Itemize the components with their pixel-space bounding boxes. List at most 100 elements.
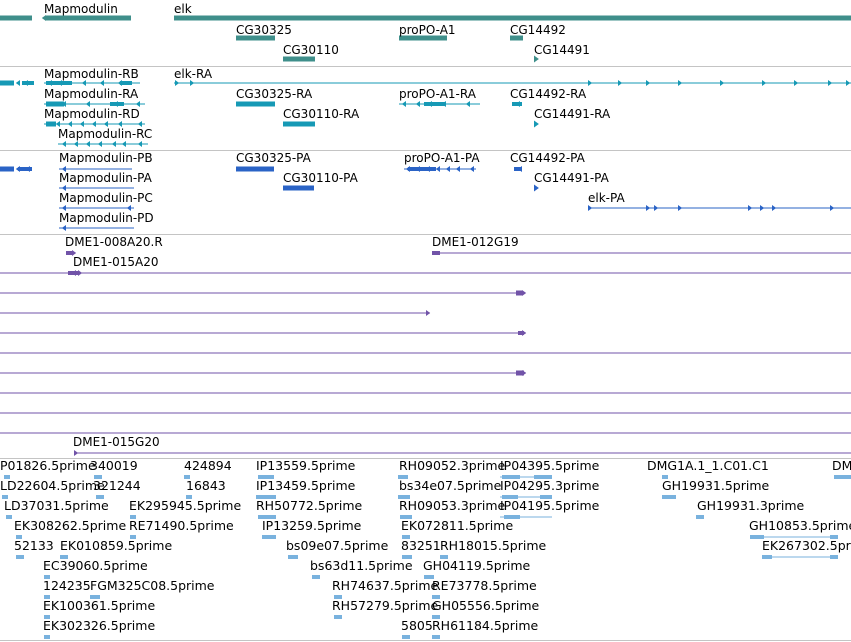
protein-label[interactable]: proPO-A1-PA: [404, 151, 480, 165]
est-label[interactable]: 124235: [43, 578, 91, 593]
est-label[interactable]: EC39060.5prime: [43, 558, 148, 573]
bac-label[interactable]: DME1-012G19: [432, 235, 519, 249]
est-label[interactable]: 424894: [184, 458, 232, 473]
protein-label[interactable]: Mapmodulin-PB: [59, 151, 153, 165]
est-label[interactable]: EK100361.5prime: [43, 598, 156, 613]
left-arrow-icon: [99, 80, 104, 86]
est-label[interactable]: IP04295.3prime: [500, 478, 600, 493]
est-label[interactable]: IP13559.5prime: [256, 458, 356, 473]
gene-label[interactable]: proPO-A1: [399, 23, 456, 37]
right-arrow-icon: [588, 80, 593, 86]
transcript-label[interactable]: Mapmodulin-RA: [44, 87, 139, 101]
est-label[interactable]: bs63d11.5prime: [310, 558, 413, 573]
est-label[interactable]: RH09053.3prime: [399, 498, 506, 513]
est-label[interactable]: 52133: [14, 538, 54, 553]
est-label[interactable]: EK295945.5prime: [129, 498, 242, 513]
est-label[interactable]: RH09052.3prime: [399, 458, 506, 473]
protein-label[interactable]: elk-PA: [588, 191, 625, 205]
est-label[interactable]: GH19931.5prime: [662, 478, 770, 493]
gene-label[interactable]: CG30110: [283, 43, 339, 57]
protein-label[interactable]: CG14491-PA: [534, 171, 609, 185]
left-arrow-icon: [91, 121, 96, 127]
est-label[interactable]: LD37031.5prime: [4, 498, 109, 513]
est-label[interactable]: P01826.5prime: [0, 458, 96, 473]
est-label[interactable]: EK010859.5prime: [60, 538, 173, 553]
transcript-label[interactable]: Mapmodulin-RD: [44, 107, 140, 121]
transcript-label[interactable]: elk-RA: [174, 67, 213, 81]
est-label[interactable]: EK308262.5prime: [14, 518, 127, 533]
bac-label[interactable]: DME1-008A20.R: [65, 235, 163, 249]
gene-block: [399, 35, 447, 41]
est-label[interactable]: RH74637.5prime: [332, 578, 439, 593]
est-label[interactable]: 83251: [401, 538, 441, 553]
left-arrow-icon: [126, 205, 131, 211]
est-label[interactable]: bs09e07.5prime: [286, 538, 389, 553]
transcript-label[interactable]: Mapmodulin-RB: [44, 67, 139, 81]
est-label[interactable]: 16843: [186, 478, 226, 493]
right-arrow-icon: [426, 310, 431, 316]
gene-label[interactable]: Mapmodulin: [44, 2, 118, 16]
right-arrow-icon: [74, 450, 79, 456]
protein-label[interactable]: CG14492-PA: [510, 151, 585, 165]
protein-label[interactable]: Mapmodulin-PA: [59, 171, 152, 185]
est-label[interactable]: RH18015.5prime: [440, 538, 547, 553]
est-label[interactable]: GH05556.5prime: [432, 598, 540, 613]
est-label[interactable]: EK072811.5prime: [401, 518, 514, 533]
gene-block: [236, 35, 275, 41]
gene-block: [283, 56, 315, 62]
est-label[interactable]: DMG1A.1_1.C01.C1: [647, 458, 769, 473]
est-label[interactable]: RH57279.5prime: [332, 598, 439, 613]
protein-label[interactable]: CG30325-PA: [236, 151, 311, 165]
left-arrow-icon: [61, 141, 66, 147]
feature-block: [516, 370, 524, 376]
bac-label[interactable]: DME1-015A20: [73, 255, 159, 269]
est-label[interactable]: 321244: [93, 478, 141, 493]
transcript-label[interactable]: proPO-A1-RA: [399, 87, 476, 101]
protein-label[interactable]: Mapmodulin-PC: [59, 191, 153, 205]
left-arrow-icon: [73, 141, 78, 147]
est-block: [432, 595, 440, 599]
transcript-label[interactable]: CG14492-RA: [510, 87, 587, 101]
protein-label[interactable]: CG30110-PA: [283, 171, 358, 185]
est-label[interactable]: FGM325C08.5prime: [90, 578, 215, 593]
gene-label[interactable]: CG14492: [510, 23, 566, 37]
est-label[interactable]: RH61184.5prime: [432, 618, 539, 633]
est-label[interactable]: GH10853.5prime: [749, 518, 851, 533]
est-label[interactable]: IP13459.5prime: [256, 478, 356, 493]
left-arrow-icon: [111, 141, 116, 147]
est-label[interactable]: GH19931.3prime: [697, 498, 805, 513]
est-label[interactable]: IP04395.5prime: [500, 458, 600, 473]
gene-label[interactable]: CG30325: [236, 23, 292, 37]
right-arrow-icon: [522, 370, 527, 376]
est-label[interactable]: 5805: [401, 618, 433, 633]
est-label[interactable]: LD22604.5prime: [0, 478, 105, 493]
est-label[interactable]: RE71490.5prime: [129, 518, 234, 533]
est-label[interactable]: bs34e07.5prime: [399, 478, 502, 493]
right-arrow-icon: [760, 205, 765, 211]
transcript-label[interactable]: CG30325-RA: [236, 87, 313, 101]
gene-label[interactable]: elk: [174, 2, 192, 16]
est-label[interactable]: RE73778.5prime: [432, 578, 537, 593]
est-block: [504, 515, 520, 519]
protein-label[interactable]: Mapmodulin-PD: [59, 211, 154, 225]
bac-label[interactable]: DME1-015G20: [73, 435, 160, 449]
est-block: [2, 495, 8, 499]
est-label[interactable]: DM: [832, 458, 851, 473]
transcript-label[interactable]: Mapmodulin-RC: [58, 127, 153, 141]
gene-label[interactable]: CG14491: [534, 43, 590, 57]
right-arrow-icon: [720, 80, 725, 86]
est-label[interactable]: IP04195.5prime: [500, 498, 600, 513]
est-label[interactable]: 340019: [90, 458, 138, 473]
est-label[interactable]: RH50772.5prime: [256, 498, 363, 513]
est-label[interactable]: EK302326.5prime: [43, 618, 156, 633]
transcript-label[interactable]: CG30110-RA: [283, 107, 360, 121]
feature-block: [0, 166, 14, 172]
right-arrow-icon: [190, 80, 195, 86]
est-label[interactable]: EK267302.5prime: [762, 538, 851, 553]
right-arrow-icon: [762, 80, 767, 86]
left-arrow-icon: [85, 141, 90, 147]
est-label[interactable]: IP13259.5prime: [262, 518, 362, 533]
est-label[interactable]: GH04119.5prime: [423, 558, 531, 573]
transcript-label[interactable]: CG14491-RA: [534, 107, 611, 121]
